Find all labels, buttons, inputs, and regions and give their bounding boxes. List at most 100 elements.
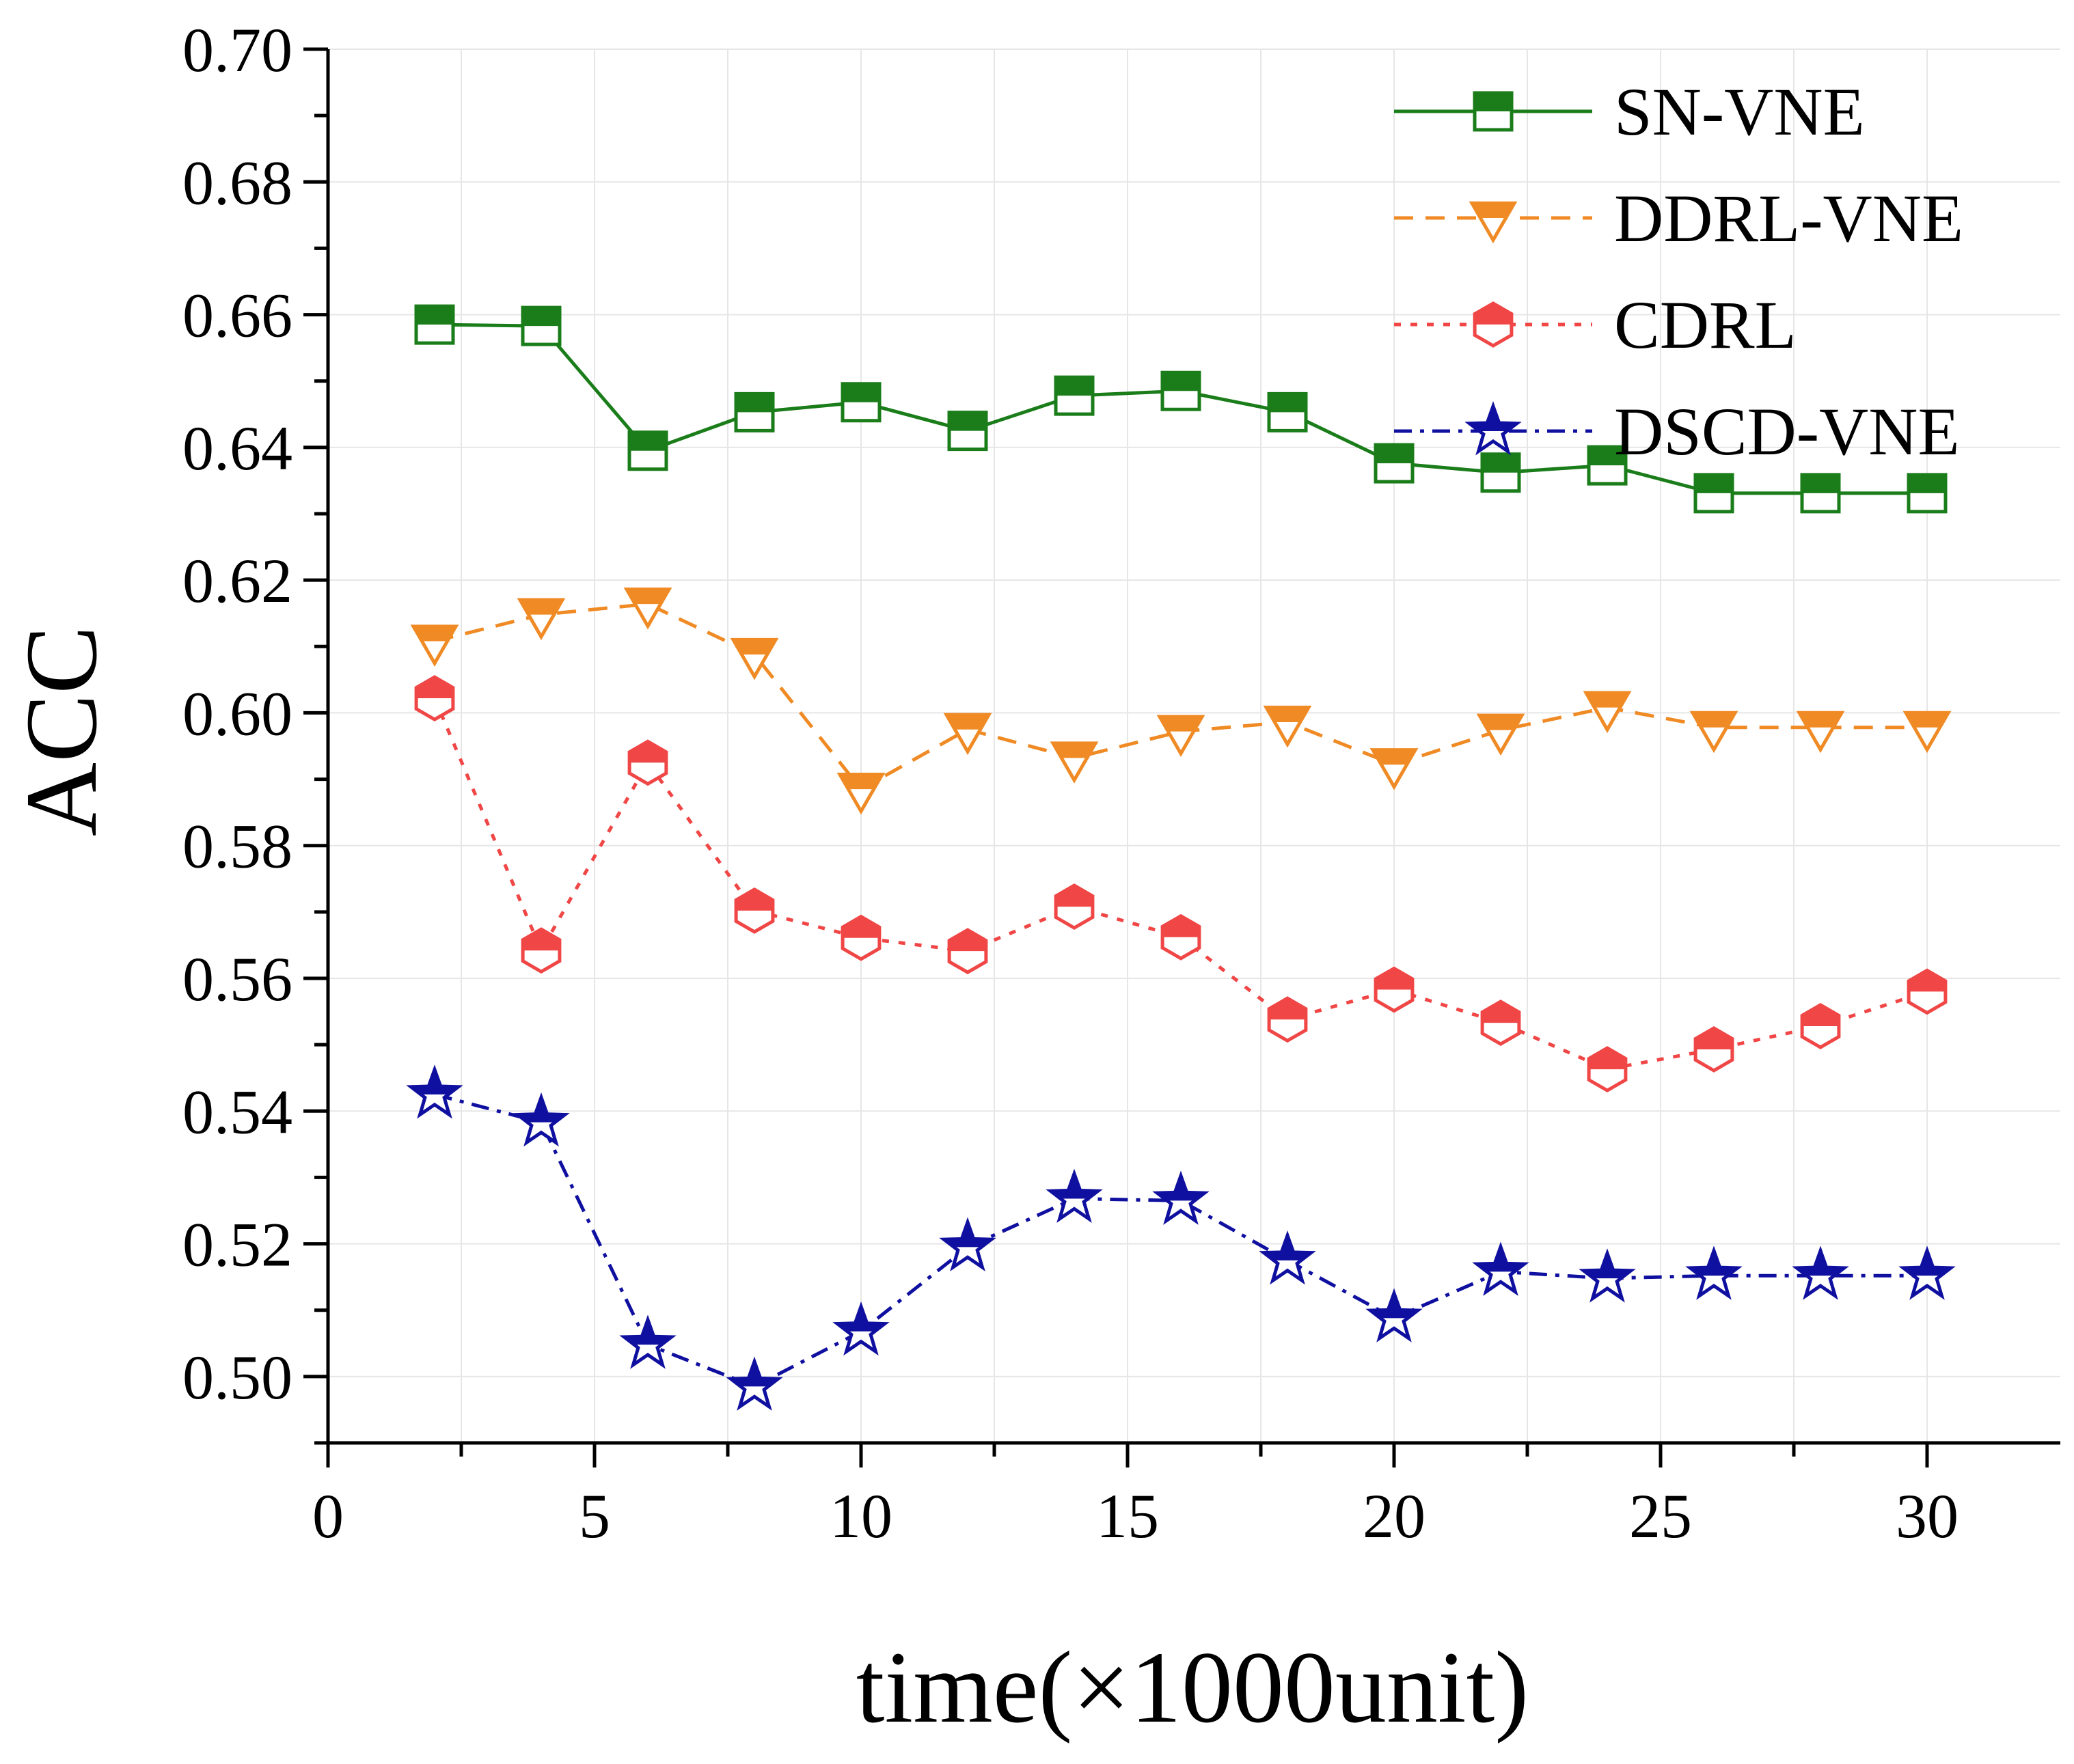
data-point xyxy=(414,675,455,721)
data-point xyxy=(1907,968,1948,1015)
data-point xyxy=(1267,391,1308,432)
data-point xyxy=(406,1064,463,1119)
legend-entry: SN-VNE xyxy=(1394,74,1865,150)
legend-marker xyxy=(1464,401,1522,456)
data-point xyxy=(1046,1168,1103,1224)
x-tick-label: 20 xyxy=(1363,1481,1425,1551)
x-tick-label: 15 xyxy=(1096,1481,1159,1551)
data-point xyxy=(939,1217,996,1271)
y-tick-label: 0.66 xyxy=(182,281,292,350)
data-point xyxy=(1369,748,1419,790)
legend-label: SN-VNE xyxy=(1614,74,1865,150)
data-point xyxy=(1907,473,1948,514)
data-point xyxy=(1374,443,1415,484)
x-tick-label: 5 xyxy=(579,1481,610,1551)
data-point xyxy=(627,430,668,471)
legend-marker xyxy=(1469,201,1518,244)
data-point xyxy=(1579,1248,1636,1303)
data-point xyxy=(1587,445,1628,486)
data-point xyxy=(947,411,988,452)
axes: 0 5 10 15 20 25 30 0.50 0.52 0.54 0.56 0.58 0.60 0.62… xyxy=(182,15,2060,1551)
series-line xyxy=(434,1092,1927,1389)
data-point xyxy=(1472,1241,1529,1296)
data-point xyxy=(734,887,775,934)
data-point xyxy=(730,637,779,680)
y-tick-label: 0.58 xyxy=(182,812,292,881)
data-point xyxy=(623,588,672,630)
y-tick-label: 0.56 xyxy=(182,944,292,1014)
grid-lines xyxy=(328,49,2060,1443)
legend-label: DSCD-VNE xyxy=(1614,394,1960,469)
y-axis-title: ACC xyxy=(5,626,118,836)
legend-label: DDRL-VNE xyxy=(1614,180,1963,256)
data-point xyxy=(1259,1230,1316,1285)
data-point xyxy=(1054,375,1095,416)
legend-label: CDRL xyxy=(1614,287,1797,363)
data-point xyxy=(1693,473,1734,514)
legend: SN-VNE DDRL-VNE CDRL DSCD-VNE xyxy=(1394,74,1963,469)
data-point xyxy=(1152,1170,1210,1225)
x-tick-label: 0 xyxy=(312,1481,344,1551)
data-point xyxy=(1800,473,1841,514)
legend-entry: CDRL xyxy=(1394,287,1797,363)
y-tick-label: 0.60 xyxy=(182,678,292,748)
legend-marker xyxy=(1473,301,1514,348)
data-point xyxy=(619,1314,677,1369)
data-point xyxy=(1480,452,1521,493)
data-point xyxy=(513,1092,570,1147)
data-point xyxy=(1054,883,1095,931)
plot-series xyxy=(406,304,1956,1411)
data-point xyxy=(1374,966,1415,1013)
data-point xyxy=(1156,715,1205,758)
data-point xyxy=(627,739,668,786)
data-point xyxy=(1800,1003,1841,1049)
data-point xyxy=(1050,741,1099,784)
series-cdrl xyxy=(414,675,1948,1093)
data-point xyxy=(1160,913,1201,961)
data-point xyxy=(521,927,562,974)
data-point xyxy=(410,624,459,667)
data-point xyxy=(1898,1245,1956,1300)
y-tick-label: 0.62 xyxy=(182,546,292,616)
data-point xyxy=(841,914,882,961)
data-point xyxy=(1476,713,1525,756)
data-point xyxy=(1160,370,1201,411)
series-sn-vne xyxy=(414,304,1948,514)
data-point xyxy=(521,305,562,346)
data-point xyxy=(832,1301,890,1356)
y-tick-label: 0.54 xyxy=(182,1077,292,1146)
data-point xyxy=(1263,705,1312,748)
data-point xyxy=(947,928,988,975)
y-tick-label: 0.50 xyxy=(182,1342,292,1412)
data-point xyxy=(1685,1245,1743,1300)
data-point xyxy=(1902,711,1952,754)
y-tick-label: 0.52 xyxy=(182,1210,292,1280)
data-point xyxy=(517,598,566,641)
data-point xyxy=(1365,1288,1423,1342)
data-point xyxy=(943,713,992,756)
data-point xyxy=(734,391,775,432)
data-point xyxy=(1796,711,1845,754)
series-dscd-vne xyxy=(406,1064,1956,1411)
y-tick-label: 0.70 xyxy=(182,15,292,85)
x-tick-label: 30 xyxy=(1896,1481,1959,1551)
legend-entry: DSCD-VNE xyxy=(1394,394,1960,469)
y-tick-label: 0.64 xyxy=(182,413,292,483)
x-axis-title: time(×1000unit) xyxy=(856,1631,1529,1744)
data-point xyxy=(414,304,455,345)
data-point xyxy=(836,773,886,815)
legend-marker xyxy=(1473,91,1514,132)
data-point xyxy=(1267,996,1308,1043)
y-tick-label: 0.68 xyxy=(182,148,292,217)
data-point xyxy=(1693,1026,1734,1073)
data-point xyxy=(726,1356,783,1411)
legend-entry: DDRL-VNE xyxy=(1394,180,1963,256)
data-point xyxy=(1587,1046,1628,1093)
data-point xyxy=(1480,1000,1521,1047)
data-point xyxy=(841,382,882,423)
data-point xyxy=(1689,711,1738,754)
data-point xyxy=(1583,691,1632,734)
data-point xyxy=(1792,1245,1849,1300)
x-tick-label: 25 xyxy=(1629,1481,1692,1551)
